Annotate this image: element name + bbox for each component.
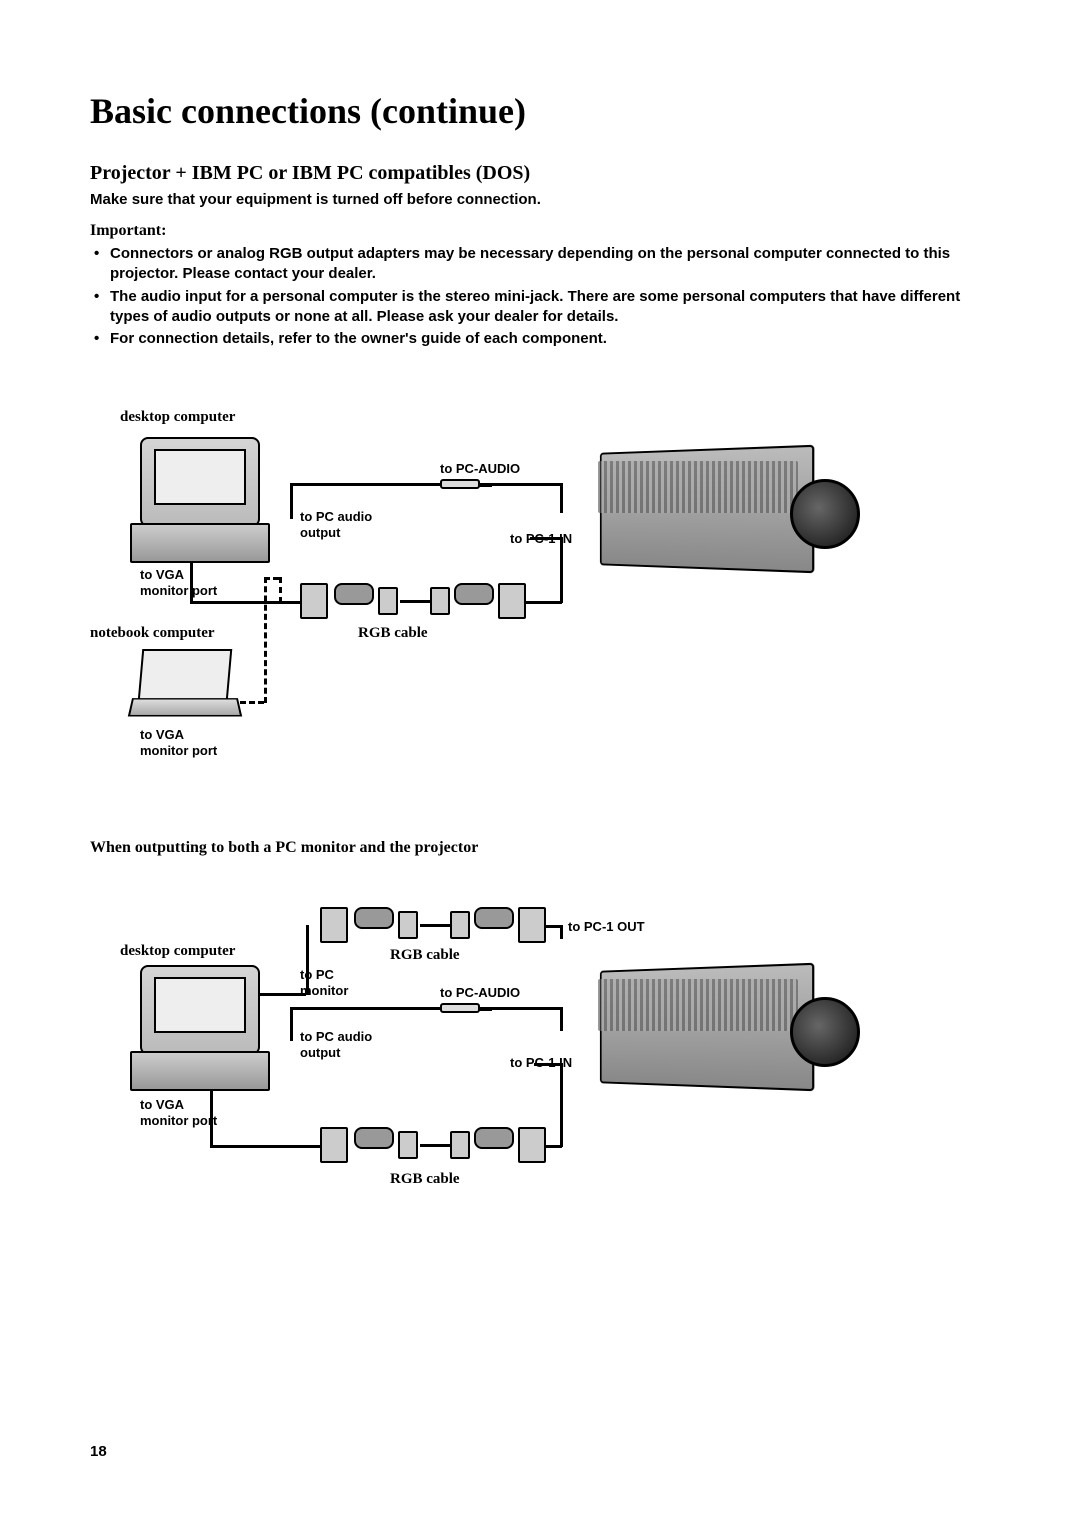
- desktop-computer-label-2: desktop computer: [120, 943, 235, 960]
- notebook-computer-label: notebook computer: [90, 625, 215, 642]
- vga-cable-body-icon: [354, 907, 394, 929]
- projector-icon: [590, 937, 870, 1117]
- to-pc-audio-output-label-2: to PC audio output: [300, 1029, 372, 1060]
- instruction-text: Make sure that your equipment is turned …: [90, 191, 990, 208]
- bullet-item: For connection details, refer to the own…: [110, 329, 990, 349]
- vga-connector-icon: [518, 907, 546, 943]
- vga-connector-icon: [300, 583, 328, 619]
- vga-connector-icon: [450, 911, 470, 939]
- connection-diagram-1: desktop computer to PC-AUDIO to PC audio…: [90, 409, 990, 809]
- to-pc-audio-label-2: to PC-AUDIO: [440, 985, 520, 1001]
- section-heading: Projector + IBM PC or IBM PC compatibles…: [90, 162, 990, 185]
- connection-diagram-2: desktop computer to PC-1 OUT RGB cable t…: [90, 887, 990, 1227]
- desktop-computer-label: desktop computer: [120, 409, 235, 426]
- vga-connector-icon: [320, 1127, 348, 1163]
- desktop-monitor-icon: [140, 965, 260, 1055]
- vga-cable-body-icon: [334, 583, 374, 605]
- desktop-tower-icon: [130, 523, 270, 563]
- projector-icon: [590, 419, 870, 599]
- to-vga-port-label-3: to VGA monitor port: [140, 1097, 217, 1128]
- rgb-cable-label-top: RGB cable: [390, 947, 460, 964]
- bullet-item: The audio input for a personal computer …: [110, 287, 990, 328]
- to-vga-port-label-2: to VGA monitor port: [140, 727, 217, 758]
- audio-plug-icon: [440, 1003, 480, 1013]
- to-pc-audio-output-label: to PC audio output: [300, 509, 372, 540]
- to-vga-port-label: to VGA monitor port: [140, 567, 217, 598]
- vga-cable-body-icon: [474, 1127, 514, 1149]
- bullet-item: Connectors or analog RGB output adapters…: [110, 244, 990, 285]
- page-number: 18: [90, 1443, 107, 1460]
- desktop-monitor-icon: [140, 437, 260, 527]
- vga-connector-icon: [378, 587, 398, 615]
- to-pc-audio-label: to PC-AUDIO: [440, 461, 520, 477]
- page-title: Basic connections (continue): [90, 90, 990, 132]
- vga-connector-icon: [518, 1127, 546, 1163]
- vga-connector-icon: [498, 583, 526, 619]
- laptop-icon: [130, 649, 240, 719]
- vga-connector-icon: [398, 911, 418, 939]
- rgb-cable-label: RGB cable: [358, 625, 428, 642]
- vga-cable-body-icon: [454, 583, 494, 605]
- vga-connector-icon: [320, 907, 348, 943]
- audio-plug-icon: [440, 479, 480, 489]
- to-pc1-out-label: to PC-1 OUT: [568, 919, 645, 935]
- vga-connector-icon: [450, 1131, 470, 1159]
- vga-cable-body-icon: [354, 1127, 394, 1149]
- secondary-subheading: When outputting to both a PC monitor and…: [90, 839, 990, 857]
- important-bullet-list: Connectors or analog RGB output adapters…: [90, 244, 990, 349]
- vga-connector-icon: [430, 587, 450, 615]
- vga-cable-body-icon: [474, 907, 514, 929]
- important-label: Important:: [90, 222, 990, 240]
- vga-connector-icon: [398, 1131, 418, 1159]
- desktop-tower-icon: [130, 1051, 270, 1091]
- rgb-cable-label-bottom: RGB cable: [390, 1171, 460, 1188]
